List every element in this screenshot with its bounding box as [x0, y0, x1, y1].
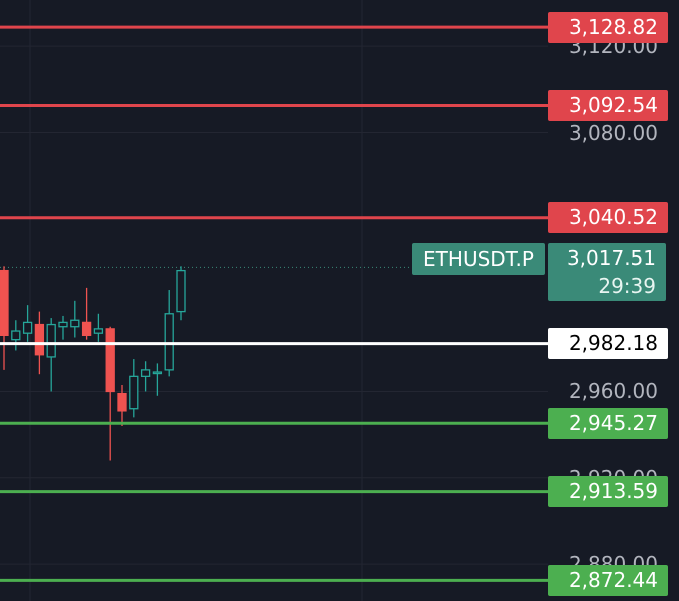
candle[interactable]: [129, 359, 139, 418]
candle-body: [22, 321, 33, 334]
candle[interactable]: [46, 318, 56, 392]
candle[interactable]: [70, 300, 80, 338]
candle-body: [34, 323, 45, 356]
bar-countdown: 29:39: [598, 274, 656, 298]
candle-body: [0, 269, 9, 337]
level-price-label: 2,872.44: [548, 564, 668, 596]
price-scale-tick: 3,080.00: [568, 120, 658, 145]
last-price-tag: 3,017.51 29:39: [548, 243, 666, 301]
candle[interactable]: [81, 287, 92, 340]
last-price-value: 3,017.51: [566, 246, 656, 270]
candle-body: [11, 330, 21, 341]
symbol-tag: ETHUSDT.P: [412, 243, 545, 275]
candle-body: [81, 321, 92, 337]
candle-body: [140, 369, 151, 378]
candle-body: [164, 313, 174, 371]
level-price-label: 2,982.18: [548, 328, 668, 360]
candle-body: [105, 328, 115, 393]
price-scale-tick: 2,960.00: [568, 379, 658, 404]
candle-body: [46, 323, 56, 358]
candle[interactable]: [0, 266, 9, 370]
candle-body: [129, 375, 139, 410]
candle[interactable]: [164, 290, 174, 377]
candle-body: [117, 392, 127, 412]
candle[interactable]: [176, 266, 186, 321]
candle[interactable]: [117, 384, 127, 426]
candle[interactable]: [22, 305, 33, 342]
candle-body: [152, 371, 163, 375]
candle-body: [176, 269, 186, 313]
candle-body: [93, 328, 104, 334]
level-price-label: 3,092.54: [548, 89, 668, 121]
candle[interactable]: [11, 320, 21, 351]
candle[interactable]: [140, 361, 151, 392]
candle[interactable]: [58, 315, 68, 340]
candle[interactable]: [152, 363, 163, 396]
candle[interactable]: [105, 326, 115, 461]
level-price-label: 3,040.52: [548, 202, 668, 234]
candle-body: [70, 319, 80, 328]
candle[interactable]: [93, 313, 104, 342]
level-price-label: 3,128.82: [548, 11, 668, 43]
candle-body: [58, 321, 68, 328]
level-price-label: 2,945.27: [548, 407, 668, 439]
level-price-label: 2,913.59: [548, 476, 668, 508]
